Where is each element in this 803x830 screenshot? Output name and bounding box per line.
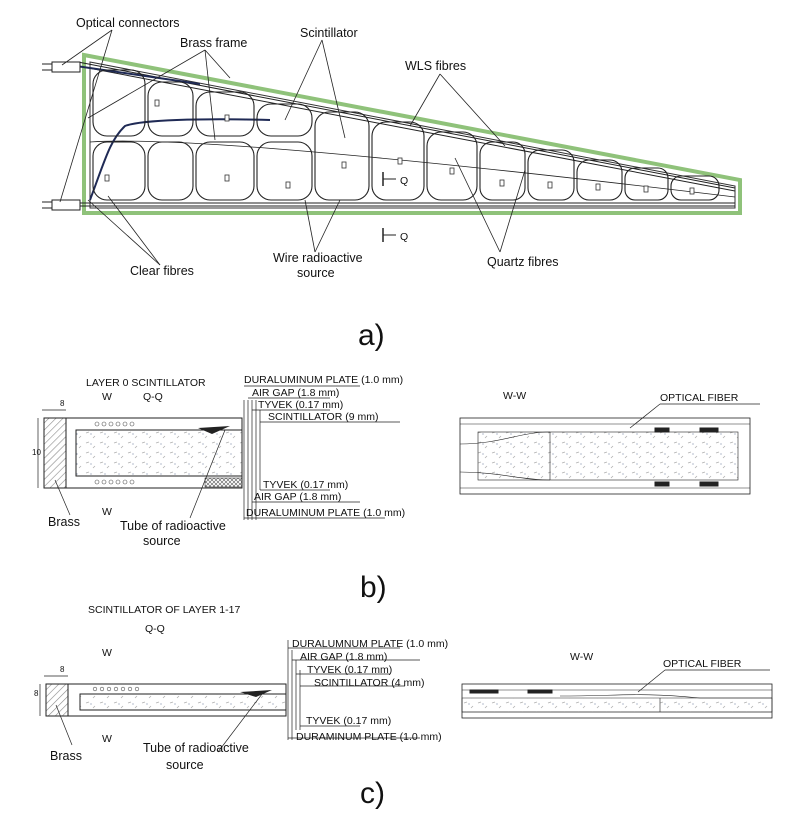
panel-c-dim-side: 8 [34,689,39,698]
panel-b-fibre-holes [94,421,135,485]
brass-frame-outline [82,52,742,215]
section-mark-q-top: Q [382,172,408,187]
panel-c-tag: c) [360,777,385,810]
panel-b-source-tube-icon [198,426,230,434]
panel-b-section-qq: Q-Q [143,391,163,403]
panel-c: SCINTILLATOR OF LAYER 1-17 Q-Q W W 8 8 [34,604,773,810]
panel-c-brass-block [45,683,69,717]
brass-frame-label: Brass frame [180,36,247,50]
panel-b-brass-label: Brass [48,515,80,529]
panel-b-layer-air-gap-bottom: AIR GAP (1.8 mm) [254,491,341,503]
wls-fibre-dark [75,65,271,201]
panel-b-section-ww: W-W [503,390,526,402]
panel-b-layer-scintillator: SCINTILLATOR (9 mm) [268,411,378,423]
panel-b-tag: b) [360,571,387,604]
panel-b: LAYER 0 SCINTILLATOR Q-Q W W 8 10 [32,374,760,604]
panel-c-layer-air-gap: AIR GAP (1.8 mm) [300,651,387,663]
panel-b-dim-side: 10 [32,448,41,457]
panel-c-section-ww: W-W [570,651,593,663]
wire-source-label-line2: source [297,266,335,280]
panel-b-brass-block [43,417,67,489]
panel-c-layer-duraluminum-top: DURALUMNUM PLATE (1.0 mm) [292,638,448,650]
panel-c-optical-fiber-label: OPTICAL FIBER [663,658,742,670]
sensor-marks [104,99,695,195]
section-q-label: Q [400,175,408,187]
panel-c-layer-scintillator: SCINTILLATOR (4 mm) [314,677,424,689]
panel-b-layer-duraluminum-bottom: DURALUMINUM PLATE (1.0 mm) [246,507,405,519]
panel-c-scintillator-body [79,693,287,711]
section-q-label: Q [400,231,408,243]
panel-b-layer-tyvek-bottom: TYVEK (0.17 mm) [263,479,348,491]
panel-b-ww-view [459,403,760,495]
panel-c-fibre-holes [92,686,140,692]
scintillator-tiles [92,69,720,201]
panel-c-brass-label: Brass [50,749,82,763]
wls-fibres-label: WLS fibres [405,59,466,73]
panel-c-tube-label-line1: Tube of radioactive [143,741,249,755]
panel-c-layer-duraluminum-bottom: DURAMINUM PLATE (1.0 mm) [296,731,442,743]
panel-b-tube-label-line1: Tube of radioactive [120,519,226,533]
panel-c-layer-tyvek-bottom: TYVEK (0.17 mm) [306,715,391,727]
optical-connector-bottom-icon [42,199,81,211]
quartz-fibres-label: Quartz fibres [487,255,559,269]
section-mark-q-bottom: Q [382,228,408,243]
panel-b-tube-label-line2: source [143,534,181,548]
wire-source-label-line1: Wire radioactive [273,251,363,265]
panel-b-crosshatch [204,477,243,488]
panel-c-w-mark-bottom: W [102,733,112,745]
panel-c-w-mark-top: W [102,647,112,659]
panel-b-title: LAYER 0 SCINTILLATOR [86,377,206,389]
panel-b-layer-air-gap-top: AIR GAP (1.8 mm) [252,387,339,399]
scintillator-label: Scintillator [300,26,358,40]
panel-c-tube-label-line2: source [166,758,204,772]
panel-a: Q Q Optical connectors Brass frame [42,16,742,352]
panel-b-w-mark-bottom: W [102,506,112,518]
panel-c-dim-top: 8 [60,665,65,674]
leader-lines-a [59,29,526,266]
panel-c-section-qq: Q-Q [145,623,165,635]
panel-c-title: SCINTILLATOR OF LAYER 1-17 [88,604,240,616]
panel-b-layer-duraluminum-top: DURALUMINUM PLATE (1.0 mm) [244,374,403,386]
panel-b-layer-tyvek-top: TYVEK (0.17 mm) [258,399,343,411]
panel-b-w-mark-top: W [102,391,112,403]
optical-connectors-label: Optical connectors [76,16,180,30]
panel-b-optical-fiber-label: OPTICAL FIBER [660,392,739,404]
clear-fibres-label: Clear fibres [130,264,194,278]
optical-connector-top-icon [42,61,81,73]
panel-c-source-tube-icon [240,690,272,697]
panel-c-ww-view [461,669,773,719]
panel-b-dim-top: 8 [60,399,65,408]
panel-a-tag: a) [358,319,385,352]
panel-b-scintillator-body [75,429,243,477]
panel-b-dimension-lines [37,385,400,520]
panel-c-layer-tyvek-top: TYVEK (0.17 mm) [307,664,392,676]
panel-c-dimension-lines [39,640,420,753]
